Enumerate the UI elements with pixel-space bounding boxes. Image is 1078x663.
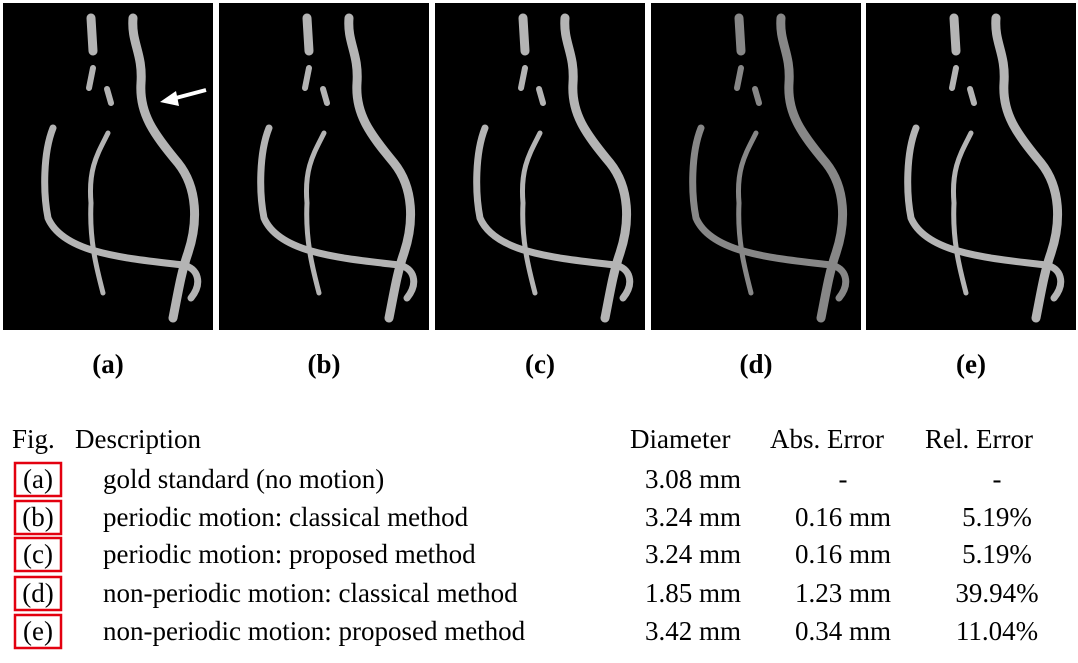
table-cell: gold standard (no motion) [103, 464, 384, 494]
highlight-box [13, 613, 63, 650]
fig-ref: (c) [23, 539, 53, 569]
highlight-box [13, 536, 63, 573]
table-cell: 5.19% [962, 539, 1032, 569]
table-cell: 39.94% [955, 578, 1038, 608]
table-header: Description [75, 424, 201, 454]
panel [219, 3, 429, 330]
highlight-box [13, 575, 63, 612]
panel [3, 3, 213, 330]
panel [651, 3, 861, 330]
table-header: Abs. Error [770, 424, 884, 454]
panel-label: (d) [740, 349, 773, 379]
arrow [160, 88, 207, 106]
table-cell: non-periodic motion: proposed method [103, 616, 526, 646]
panel-label: (c) [525, 349, 555, 379]
table-cell: 1.85 mm [645, 578, 741, 608]
table-cell: periodic motion: classical method [103, 502, 469, 532]
panel-label: (a) [92, 349, 123, 379]
fig-ref: (d) [22, 578, 53, 608]
table-cell: 0.16 mm [795, 502, 891, 532]
table-cell: 0.16 mm [795, 539, 891, 569]
table-cell: 5.19% [962, 502, 1032, 532]
table-cell: periodic motion: proposed method [103, 539, 476, 569]
results-table: Fig. Description Diameter Abs. Error Rel. Er… [12, 424, 1039, 650]
highlight-box [13, 461, 63, 498]
panel [866, 3, 1076, 330]
table-cell: 3.08 mm [645, 464, 741, 494]
table-cell: non-periodic motion: classical method [103, 578, 518, 608]
highlight-box [13, 499, 63, 536]
table-cell: 3.24 mm [645, 539, 741, 569]
table-cell: 3.24 mm [645, 502, 741, 532]
table-cell: 11.04% [956, 616, 1038, 646]
panel-label: (e) [956, 349, 986, 379]
fig-ref: (a) [23, 464, 53, 494]
fig-ref: (e) [23, 616, 53, 646]
table-header: Diameter [630, 424, 730, 454]
table-cell: 1.23 mm [795, 578, 891, 608]
table-header: Fig. [12, 424, 55, 454]
table-cell: - [839, 464, 848, 494]
panel-label: (b) [308, 349, 341, 379]
fig-ref: (b) [22, 502, 53, 532]
table-cell: 0.34 mm [795, 616, 891, 646]
table-header: Rel. Error [925, 424, 1033, 454]
image-panels: (a) (b) (c) (d) (e) [3, 3, 1076, 379]
table-cell: - [993, 464, 1002, 494]
table-cell: 3.42 mm [645, 616, 741, 646]
panel [435, 3, 645, 330]
